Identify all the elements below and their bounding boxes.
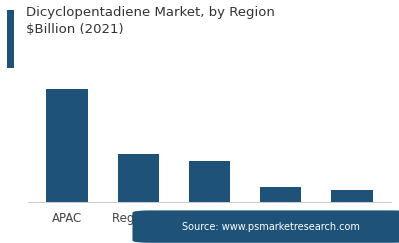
Bar: [260, 187, 301, 202]
FancyBboxPatch shape: [132, 210, 399, 243]
Text: Source: www.psmarketresearch.com: Source: www.psmarketresearch.com: [182, 222, 360, 232]
Bar: [189, 161, 230, 202]
Bar: [331, 190, 373, 202]
Text: Dicyclopentadiene Market, by Region
$Billion (2021): Dicyclopentadiene Market, by Region $Bil…: [26, 6, 275, 35]
Bar: [118, 155, 159, 202]
Bar: [46, 89, 88, 202]
